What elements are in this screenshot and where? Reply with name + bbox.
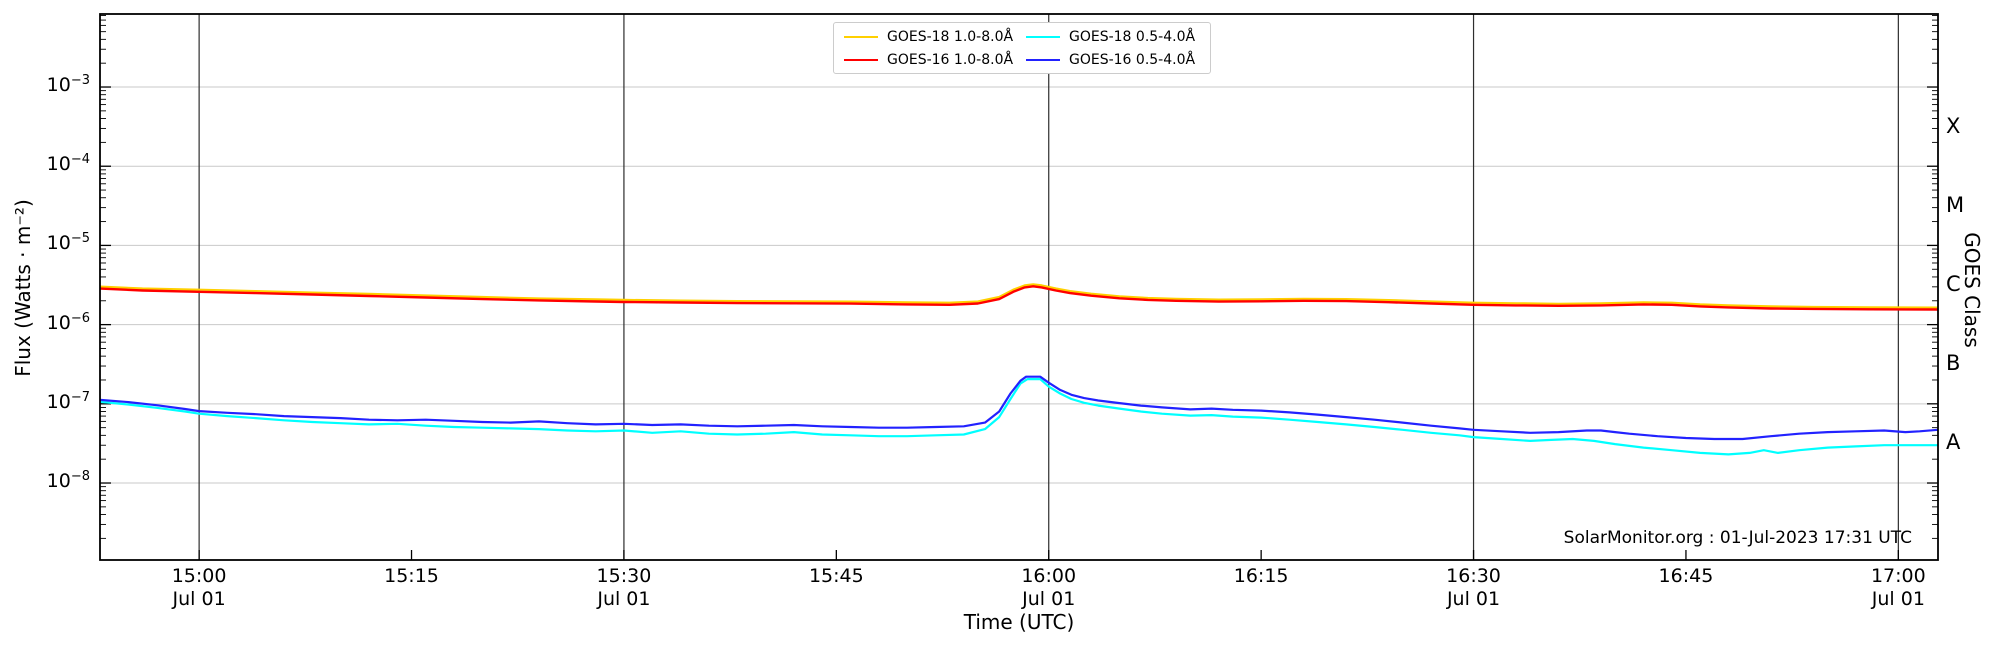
legend: GOES-18 1.0-8.0Å GOES-16 1.0-8.0Å GOES-1…	[833, 22, 1211, 74]
legend-label: GOES-16 0.5-4.0Å	[1069, 51, 1196, 68]
x-tick-label: 16:45	[1658, 565, 1714, 587]
legend-label: GOES-18 0.5-4.0Å	[1069, 28, 1196, 45]
goes-class-letter: B	[1946, 351, 1961, 376]
legend-label: GOES-18 1.0-8.0Å	[887, 28, 1014, 45]
x-tick-label: 15:45	[808, 565, 864, 587]
x-axis-title: Time (UTC)	[963, 610, 1075, 634]
goes-class-letter: M	[1946, 192, 1965, 217]
goes16-long-line-swatch	[844, 58, 878, 61]
goes18-short-line-swatch	[1026, 35, 1060, 38]
x-tick-label: 15:15	[384, 565, 439, 587]
x-tick-label: 17:00 Jul 01	[1870, 565, 1926, 610]
legend-item-goes16-short: GOES-16 0.5-4.0Å	[1022, 52, 1204, 68]
goes-class-letter: A	[1946, 430, 1961, 455]
x-tick-label: 16:15	[1233, 565, 1289, 587]
y-tick-label: 10−3	[46, 73, 90, 97]
x-tick-label: 16:30 Jul 01	[1446, 565, 1501, 610]
x-tick-label: 16:00 Jul 01	[1021, 565, 1077, 610]
goes-class-letter: X	[1946, 113, 1961, 138]
y-tick-label: 10−8	[46, 469, 90, 493]
solarmonitor-timestamp: SolarMonitor.org : 01-Jul-2023 17:31 UTC	[1563, 528, 1912, 548]
y-tick-label: 10−4	[46, 152, 90, 176]
right-axis-title: GOES Class	[1960, 232, 1984, 348]
y-tick-label: 10−6	[46, 310, 90, 334]
goes18-long-line-swatch	[844, 35, 878, 38]
x-tick-label: 15:00 Jul 01	[171, 565, 227, 610]
legend-item-goes18-long: GOES-18 1.0-8.0Å	[840, 29, 1022, 45]
legend-label: GOES-16 1.0-8.0Å	[887, 51, 1014, 68]
y-axis-title: Flux (Watts · m⁻²)	[11, 199, 35, 377]
x-tick-label: 15:30 Jul 01	[596, 565, 652, 610]
legend-item-goes18-short: GOES-18 0.5-4.0Å	[1022, 29, 1204, 45]
y-tick-label: 10−5	[46, 231, 90, 255]
goes-class-letter: C	[1946, 272, 1961, 297]
goes16-short-line-swatch	[1026, 58, 1060, 61]
legend-item-goes16-long: GOES-16 1.0-8.0Å	[840, 52, 1022, 68]
y-tick-label: 10−7	[46, 389, 90, 413]
